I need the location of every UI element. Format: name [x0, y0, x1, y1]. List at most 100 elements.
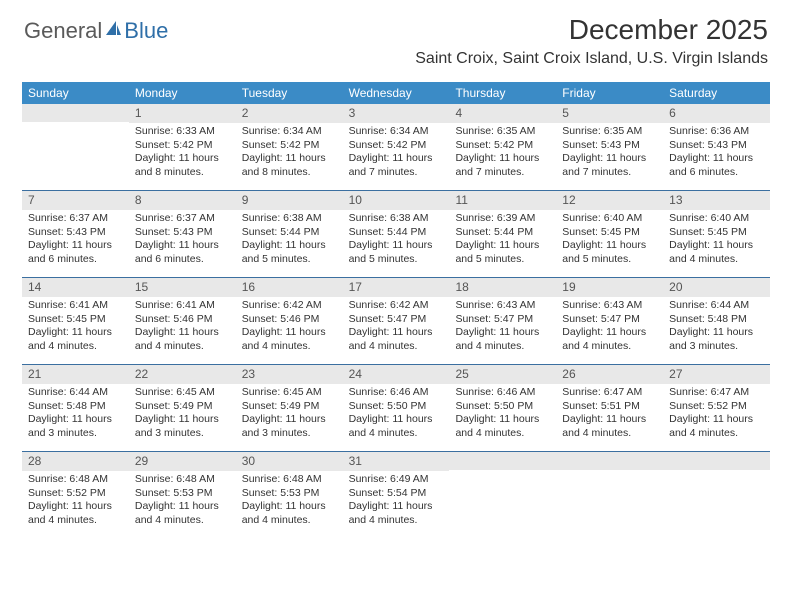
week-row: 28Sunrise: 6:48 AMSunset: 5:52 PMDayligh…	[22, 452, 770, 538]
sunrise-text: Sunrise: 6:33 AM	[135, 125, 230, 138]
day-number: 28	[22, 452, 129, 471]
day-body: Sunrise: 6:38 AMSunset: 5:44 PMDaylight:…	[236, 210, 343, 270]
day-cell: 26Sunrise: 6:47 AMSunset: 5:51 PMDayligh…	[556, 365, 663, 451]
day-number: 12	[556, 191, 663, 210]
day-body: Sunrise: 6:46 AMSunset: 5:50 PMDaylight:…	[343, 384, 450, 444]
day-cell: 23Sunrise: 6:45 AMSunset: 5:49 PMDayligh…	[236, 365, 343, 451]
day-number: 25	[449, 365, 556, 384]
day-body: Sunrise: 6:41 AMSunset: 5:46 PMDaylight:…	[129, 297, 236, 357]
sunset-text: Sunset: 5:48 PM	[669, 313, 764, 326]
sunrise-text: Sunrise: 6:44 AM	[28, 386, 123, 399]
day-number: 8	[129, 191, 236, 210]
day-number: 18	[449, 278, 556, 297]
sunrise-text: Sunrise: 6:43 AM	[562, 299, 657, 312]
daylight-text: Daylight: 11 hours and 6 minutes.	[669, 152, 764, 179]
daylight-text: Daylight: 11 hours and 4 minutes.	[135, 326, 230, 353]
day-number: 7	[22, 191, 129, 210]
sunset-text: Sunset: 5:47 PM	[562, 313, 657, 326]
daylight-text: Daylight: 11 hours and 7 minutes.	[455, 152, 550, 179]
day-body: Sunrise: 6:38 AMSunset: 5:44 PMDaylight:…	[343, 210, 450, 270]
sunset-text: Sunset: 5:42 PM	[242, 139, 337, 152]
daylight-text: Daylight: 11 hours and 4 minutes.	[669, 413, 764, 440]
day-body: Sunrise: 6:42 AMSunset: 5:46 PMDaylight:…	[236, 297, 343, 357]
day-body: Sunrise: 6:49 AMSunset: 5:54 PMDaylight:…	[343, 471, 450, 531]
day-body: Sunrise: 6:33 AMSunset: 5:42 PMDaylight:…	[129, 123, 236, 183]
sunset-text: Sunset: 5:42 PM	[455, 139, 550, 152]
day-number: 30	[236, 452, 343, 471]
day-body: Sunrise: 6:35 AMSunset: 5:42 PMDaylight:…	[449, 123, 556, 183]
daylight-text: Daylight: 11 hours and 3 minutes.	[669, 326, 764, 353]
week-row: 7Sunrise: 6:37 AMSunset: 5:43 PMDaylight…	[22, 191, 770, 278]
sunrise-text: Sunrise: 6:47 AM	[562, 386, 657, 399]
day-body: Sunrise: 6:40 AMSunset: 5:45 PMDaylight:…	[556, 210, 663, 270]
sunrise-text: Sunrise: 6:41 AM	[135, 299, 230, 312]
day-body: Sunrise: 6:36 AMSunset: 5:43 PMDaylight:…	[663, 123, 770, 183]
daylight-text: Daylight: 11 hours and 3 minutes.	[242, 413, 337, 440]
sunset-text: Sunset: 5:46 PM	[242, 313, 337, 326]
day-cell: 28Sunrise: 6:48 AMSunset: 5:52 PMDayligh…	[22, 452, 129, 538]
day-body: Sunrise: 6:37 AMSunset: 5:43 PMDaylight:…	[22, 210, 129, 270]
day-body: Sunrise: 6:42 AMSunset: 5:47 PMDaylight:…	[343, 297, 450, 357]
month-title: December 2025	[415, 14, 768, 46]
day-cell: 29Sunrise: 6:48 AMSunset: 5:53 PMDayligh…	[129, 452, 236, 538]
week-row: 21Sunrise: 6:44 AMSunset: 5:48 PMDayligh…	[22, 365, 770, 452]
day-number	[449, 452, 556, 470]
sunset-text: Sunset: 5:53 PM	[135, 487, 230, 500]
day-cell: 4Sunrise: 6:35 AMSunset: 5:42 PMDaylight…	[449, 104, 556, 190]
sunrise-text: Sunrise: 6:34 AM	[349, 125, 444, 138]
sunrise-text: Sunrise: 6:46 AM	[349, 386, 444, 399]
day-body: Sunrise: 6:43 AMSunset: 5:47 PMDaylight:…	[449, 297, 556, 357]
day-body: Sunrise: 6:45 AMSunset: 5:49 PMDaylight:…	[236, 384, 343, 444]
day-body: Sunrise: 6:41 AMSunset: 5:45 PMDaylight:…	[22, 297, 129, 357]
daylight-text: Daylight: 11 hours and 4 minutes.	[28, 326, 123, 353]
sunrise-text: Sunrise: 6:44 AM	[669, 299, 764, 312]
day-cell: 21Sunrise: 6:44 AMSunset: 5:48 PMDayligh…	[22, 365, 129, 451]
sunrise-text: Sunrise: 6:45 AM	[135, 386, 230, 399]
day-body: Sunrise: 6:48 AMSunset: 5:53 PMDaylight:…	[129, 471, 236, 531]
day-cell	[449, 452, 556, 538]
day-body: Sunrise: 6:37 AMSunset: 5:43 PMDaylight:…	[129, 210, 236, 270]
day-number: 5	[556, 104, 663, 123]
sunrise-text: Sunrise: 6:38 AM	[242, 212, 337, 225]
day-number: 11	[449, 191, 556, 210]
day-number: 15	[129, 278, 236, 297]
day-body: Sunrise: 6:34 AMSunset: 5:42 PMDaylight:…	[343, 123, 450, 183]
sunset-text: Sunset: 5:48 PM	[28, 400, 123, 413]
sunrise-text: Sunrise: 6:40 AM	[562, 212, 657, 225]
day-body: Sunrise: 6:48 AMSunset: 5:53 PMDaylight:…	[236, 471, 343, 531]
day-cell: 9Sunrise: 6:38 AMSunset: 5:44 PMDaylight…	[236, 191, 343, 277]
logo-text-blue: Blue	[124, 18, 168, 44]
day-cell: 22Sunrise: 6:45 AMSunset: 5:49 PMDayligh…	[129, 365, 236, 451]
day-cell: 2Sunrise: 6:34 AMSunset: 5:42 PMDaylight…	[236, 104, 343, 190]
day-cell: 3Sunrise: 6:34 AMSunset: 5:42 PMDaylight…	[343, 104, 450, 190]
day-cell: 14Sunrise: 6:41 AMSunset: 5:45 PMDayligh…	[22, 278, 129, 364]
daylight-text: Daylight: 11 hours and 4 minutes.	[242, 500, 337, 527]
daylight-text: Daylight: 11 hours and 5 minutes.	[242, 239, 337, 266]
week-row: 1Sunrise: 6:33 AMSunset: 5:42 PMDaylight…	[22, 104, 770, 191]
day-cell	[556, 452, 663, 538]
logo-sail-icon	[103, 19, 123, 44]
sunrise-text: Sunrise: 6:38 AM	[349, 212, 444, 225]
calendar: Sunday Monday Tuesday Wednesday Thursday…	[0, 74, 792, 538]
sunset-text: Sunset: 5:43 PM	[562, 139, 657, 152]
daylight-text: Daylight: 11 hours and 6 minutes.	[28, 239, 123, 266]
daylight-text: Daylight: 11 hours and 3 minutes.	[135, 413, 230, 440]
sunset-text: Sunset: 5:45 PM	[669, 226, 764, 239]
day-number: 10	[343, 191, 450, 210]
day-body: Sunrise: 6:44 AMSunset: 5:48 PMDaylight:…	[22, 384, 129, 444]
day-body: Sunrise: 6:46 AMSunset: 5:50 PMDaylight:…	[449, 384, 556, 444]
day-number	[556, 452, 663, 470]
title-block: December 2025 Saint Croix, Saint Croix I…	[415, 14, 768, 68]
day-number: 22	[129, 365, 236, 384]
sunset-text: Sunset: 5:45 PM	[28, 313, 123, 326]
sunset-text: Sunset: 5:44 PM	[455, 226, 550, 239]
dow-monday: Monday	[129, 82, 236, 104]
header: General Blue December 2025 Saint Croix, …	[0, 0, 792, 74]
sunset-text: Sunset: 5:45 PM	[562, 226, 657, 239]
day-number: 21	[22, 365, 129, 384]
daylight-text: Daylight: 11 hours and 4 minutes.	[242, 326, 337, 353]
sunrise-text: Sunrise: 6:48 AM	[28, 473, 123, 486]
sunset-text: Sunset: 5:44 PM	[242, 226, 337, 239]
day-body: Sunrise: 6:44 AMSunset: 5:48 PMDaylight:…	[663, 297, 770, 357]
day-of-week-header: Sunday Monday Tuesday Wednesday Thursday…	[22, 82, 770, 104]
